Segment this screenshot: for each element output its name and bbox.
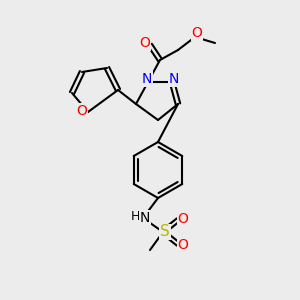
Text: O: O xyxy=(192,26,203,40)
Text: O: O xyxy=(140,36,150,50)
Text: O: O xyxy=(178,238,188,252)
Text: N: N xyxy=(169,72,179,86)
Text: N: N xyxy=(142,72,152,86)
Text: S: S xyxy=(160,224,170,239)
Text: O: O xyxy=(178,212,188,226)
Text: O: O xyxy=(76,104,87,118)
Text: N: N xyxy=(140,211,150,225)
Text: H: H xyxy=(130,211,140,224)
